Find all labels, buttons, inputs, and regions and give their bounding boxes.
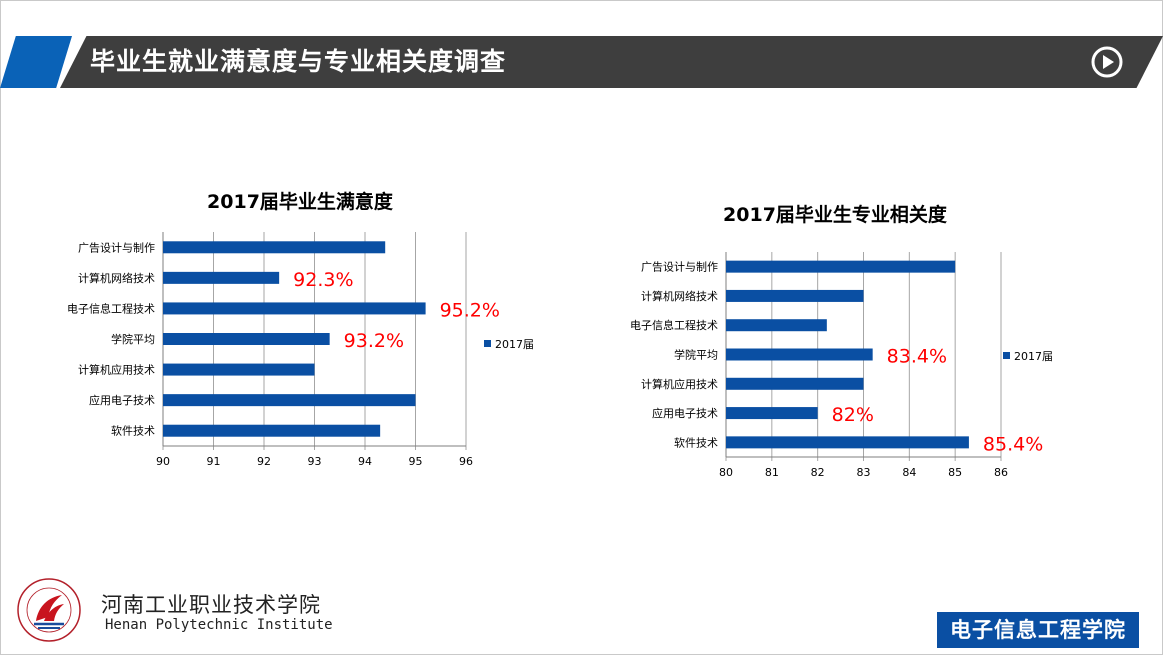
header-banner <box>60 36 1163 88</box>
value-annotation: 92.3% <box>293 269 353 291</box>
x-tick-label: 80 <box>719 466 733 479</box>
bar <box>726 377 864 390</box>
category-label: 计算机应用技术 <box>641 377 718 391</box>
x-tick-label: 91 <box>207 455 221 468</box>
bar <box>163 363 315 376</box>
x-tick-label: 83 <box>857 466 871 479</box>
category-label: 计算机应用技术 <box>78 363 155 377</box>
category-label: 广告设计与制作 <box>641 261 718 274</box>
legend-swatch <box>1003 352 1010 359</box>
bar <box>163 271 280 284</box>
relevance-chart: 2017届毕业生专业相关度 80 81 82 83 84 85 86 广告设计与制作计算机网络技… <box>630 203 1053 479</box>
bar <box>163 394 416 407</box>
institute-name-cn: 河南工业职业技术学院 <box>101 593 321 617</box>
value-annotation: 85.4% <box>983 433 1043 455</box>
chart-title: 2017届毕业生满意度 <box>207 190 394 213</box>
category-label: 电子信息工程技术 <box>630 318 718 332</box>
category-label: 软件技术 <box>111 424 155 438</box>
value-annotation: 83.4% <box>887 346 947 368</box>
legend-swatch <box>484 340 491 347</box>
x-tick-label: 82 <box>811 466 825 479</box>
category-label: 广告设计与制作 <box>78 241 155 254</box>
x-tick-label: 95 <box>409 455 423 468</box>
x-tick-label: 84 <box>902 466 916 479</box>
category-label: 电子信息工程技术 <box>67 301 155 315</box>
category-label: 应用电子技术 <box>89 393 155 407</box>
bar <box>726 260 956 273</box>
x-tick-label: 86 <box>994 466 1008 479</box>
bar <box>726 348 873 361</box>
bar <box>726 289 864 302</box>
legend-label: 2017届 <box>1014 350 1053 363</box>
institute-logo <box>17 578 81 642</box>
category-label: 学院平均 <box>674 348 718 362</box>
value-annotation: 93.2% <box>344 330 404 352</box>
bar <box>726 436 969 449</box>
bar <box>726 407 818 420</box>
x-tick-label: 94 <box>358 455 372 468</box>
x-tick-label: 93 <box>308 455 322 468</box>
legend-label: 2017届 <box>495 338 534 351</box>
value-annotation: 95.2% <box>440 299 500 321</box>
satisfaction-chart: 2017届毕业生满意度 90 91 92 93 94 95 96 广告设计与制作计算机网络技术电… <box>67 190 534 468</box>
chart-title: 2017届毕业生专业相关度 <box>723 203 948 226</box>
category-label: 计算机网络技术 <box>78 271 155 285</box>
x-tick-label: 81 <box>765 466 779 479</box>
bar <box>726 319 827 332</box>
x-tick-label: 96 <box>459 455 473 468</box>
category-label: 计算机网络技术 <box>641 289 718 303</box>
category-label: 软件技术 <box>674 435 718 449</box>
x-tick-label: 85 <box>948 466 962 479</box>
category-label: 应用电子技术 <box>652 406 718 420</box>
department-badge: 电子信息工程学院 <box>937 612 1139 648</box>
bar <box>163 241 386 254</box>
play-icon[interactable] <box>1091 46 1123 78</box>
page-title: 毕业生就业满意度与专业相关度调查 <box>90 47 507 76</box>
bar <box>163 302 426 315</box>
value-annotation: 82% <box>832 404 874 426</box>
x-tick-label: 90 <box>156 455 170 468</box>
bar <box>163 333 330 345</box>
x-tick-label: 92 <box>257 455 271 468</box>
institute-name-en: Henan Polytechnic Institute <box>105 617 333 633</box>
category-label: 学院平均 <box>111 332 155 346</box>
bar <box>163 424 381 437</box>
